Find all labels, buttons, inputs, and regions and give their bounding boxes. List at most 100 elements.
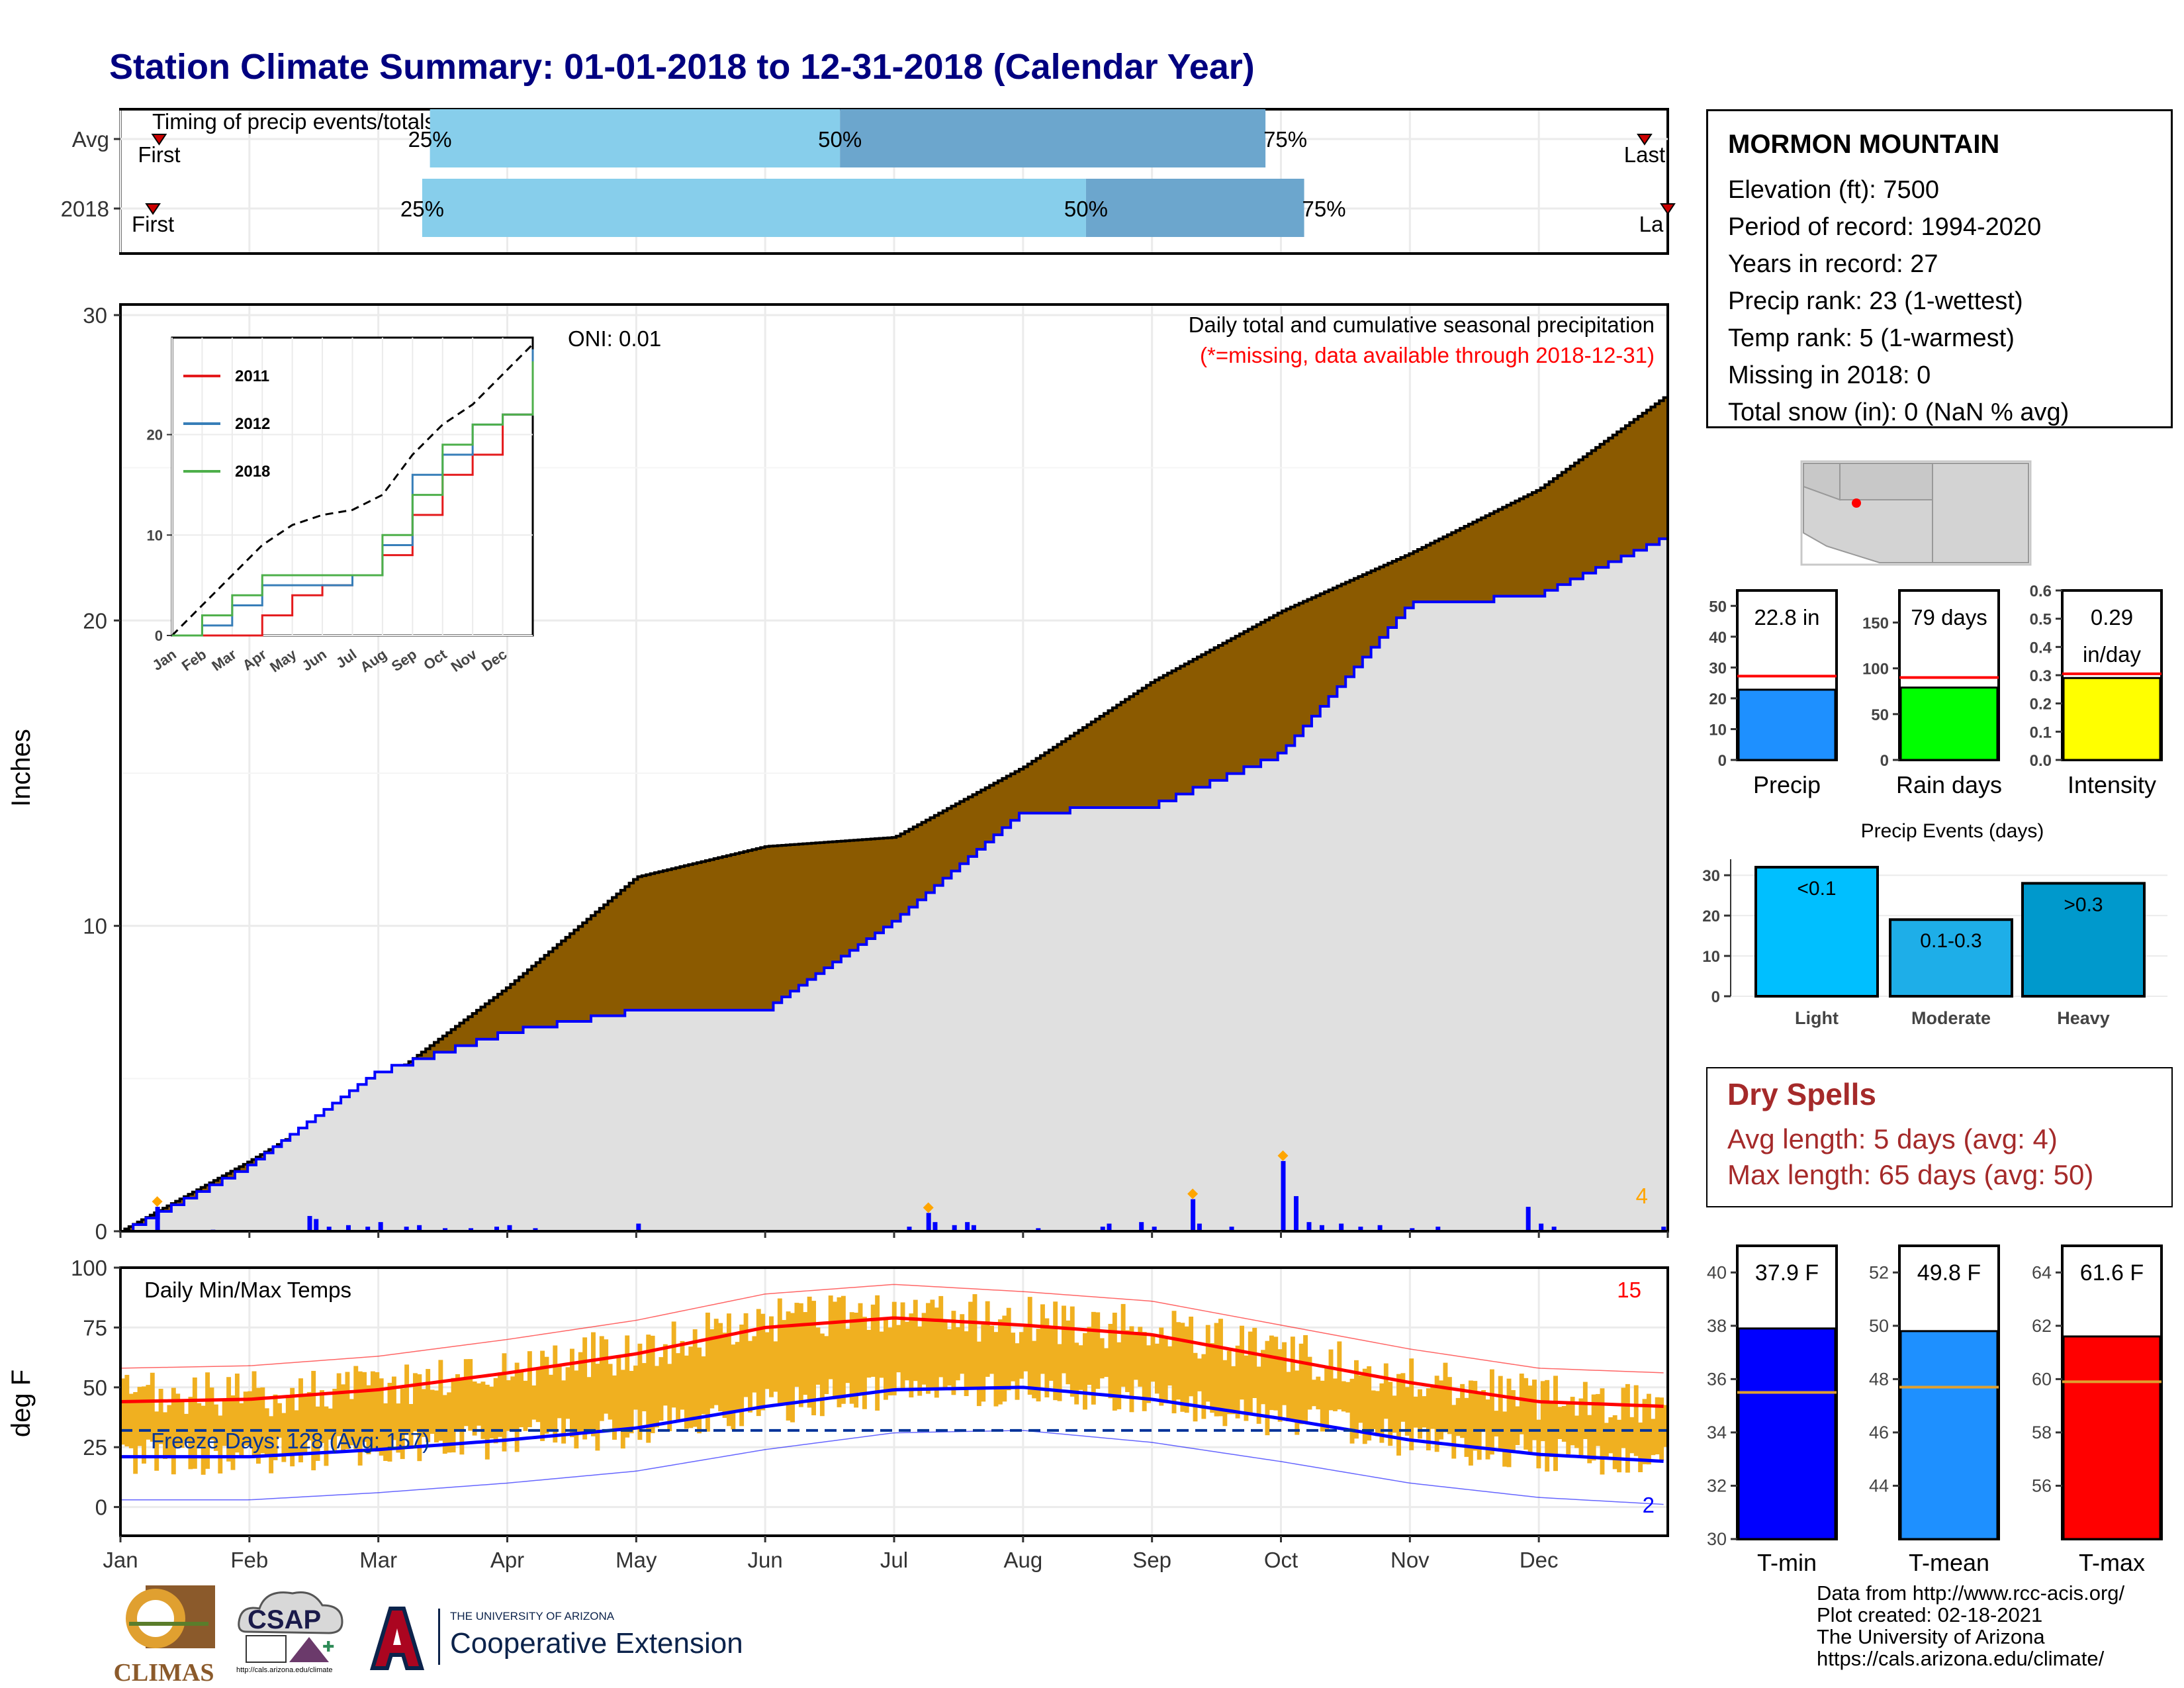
- gauge-tick-label: 62: [2032, 1316, 2052, 1336]
- temp-title: Daily Min/Max Temps: [144, 1278, 351, 1302]
- daily-temp-bar: [1261, 1350, 1265, 1405]
- daily-temp-bar: [302, 1394, 308, 1453]
- daily-temp-bar: [188, 1397, 193, 1470]
- gauge-tick-label: 0.5: [2030, 611, 2052, 629]
- daily-temp-bar: [1074, 1342, 1079, 1405]
- daily-precip-bar: [907, 1227, 912, 1231]
- gauge-tick-label: 60: [2032, 1369, 2052, 1389]
- daily-temp-bar: [662, 1344, 668, 1406]
- daily-temp-bar: [328, 1408, 333, 1440]
- daily-precip-bar: [417, 1225, 422, 1231]
- daily-precip-bar: [1339, 1223, 1344, 1231]
- gauge-tick-label: 50: [1869, 1316, 1889, 1336]
- temp-gauges: 30 32 34 36 38 40 37.9 F T-min 44 46 48 50 52 49.8 F T…: [1707, 1244, 2163, 1576]
- gauge-value-label: 49.8 F: [1917, 1260, 1981, 1286]
- gauge-tick-label: 0.0: [2030, 752, 2052, 770]
- daily-temp-bar: [290, 1387, 295, 1467]
- freeze-days-label: Freeze Days: 128 (Avg: 157): [151, 1429, 430, 1453]
- daily-temp-bar: [833, 1301, 838, 1399]
- daily-temp-bar: [1252, 1327, 1257, 1398]
- timing-p50-label: 50%: [1064, 197, 1108, 221]
- events-category-label: Light: [1795, 1008, 1839, 1028]
- daily-temp-bar: [1413, 1396, 1418, 1428]
- daily-precip-bar: [1197, 1223, 1202, 1231]
- max-precip-marker-icon: [1187, 1188, 1199, 1199]
- daily-precip-bar: [469, 1228, 474, 1231]
- precip-count-label: 4: [1636, 1184, 1648, 1208]
- timing-bar-50-75: [1085, 179, 1304, 237]
- credit-plot-created: Plot created: 02-18-2021: [1817, 1603, 2043, 1626]
- daily-temp-bar: [1057, 1344, 1062, 1401]
- daily-temp-bar: [1358, 1375, 1363, 1423]
- daily-precip-bar: [1661, 1227, 1666, 1231]
- gauge-tick-label: 38: [1707, 1316, 1727, 1336]
- daily-precip-bar: [1281, 1160, 1286, 1231]
- gauge-value-label-unit: in/day: [2083, 642, 2142, 667]
- daily-temp-bar: [1426, 1388, 1431, 1451]
- daily-temp-bar: [875, 1295, 880, 1411]
- daily-temp-bar: [171, 1387, 176, 1475]
- gauge-tick-label: 36: [1707, 1369, 1727, 1389]
- daily-temp-bar: [226, 1377, 232, 1462]
- daily-precip-bar: [1139, 1222, 1144, 1231]
- timing-last-marker-icon: [1637, 134, 1653, 146]
- daily-precip-bar: [1539, 1223, 1544, 1231]
- daily-temp-bar: [637, 1343, 643, 1440]
- daily-temp-bar: [1612, 1415, 1617, 1470]
- dry-max-length: Max length: 65 days (avg: 50): [1727, 1159, 2094, 1190]
- daily-temp-bar: [1663, 1405, 1668, 1447]
- climas-emblem-icon: [126, 1585, 215, 1648]
- gauge-value-bar: [2062, 1335, 2161, 1540]
- timing-panel: Timing of precip events/totals Avg 25% 50% 7…: [61, 108, 1676, 255]
- daily-temp-bar: [671, 1321, 676, 1408]
- daily-temp-bar: [201, 1405, 206, 1475]
- daily-temp-bar: [281, 1413, 287, 1462]
- daily-temp-bar: [1468, 1380, 1473, 1466]
- daily-temp-bar: [353, 1366, 359, 1449]
- daily-temp-bar: [786, 1311, 791, 1421]
- daily-temp-bar: [430, 1389, 435, 1434]
- precip-ytick-label: 30: [83, 303, 107, 328]
- daily-temp-bar: [133, 1391, 138, 1474]
- events-category-label: Heavy: [2057, 1008, 2110, 1028]
- daily-temp-bar: [366, 1385, 371, 1454]
- gauge-tick-label: 50: [1871, 706, 1889, 724]
- gauge-tick-label: 56: [2032, 1476, 2052, 1495]
- daily-temp-bar: [1138, 1327, 1143, 1387]
- events-ytick-label: 0: [1711, 988, 1720, 1006]
- daily-temp-bar: [523, 1380, 528, 1431]
- events-title: Precip Events (days): [1861, 820, 2044, 842]
- daily-temp-bar: [150, 1372, 155, 1442]
- temp-ytick-label: 75: [83, 1315, 107, 1340]
- daily-temp-bar: [858, 1303, 863, 1393]
- daily-temp-bar: [1116, 1342, 1122, 1409]
- daily-temp-bar: [798, 1303, 803, 1407]
- gauge-value-bar: [1899, 686, 1999, 761]
- daily-temp-bar: [349, 1399, 354, 1446]
- daily-temp-bar: [1154, 1343, 1160, 1394]
- daily-temp-bar: [1545, 1380, 1550, 1472]
- daily-temp-bar: [1388, 1382, 1393, 1446]
- daily-temp-bar: [743, 1313, 749, 1397]
- daily-temp-bar: [629, 1370, 634, 1434]
- daily-temp-bar: [298, 1378, 303, 1463]
- daily-temp-bar: [942, 1321, 948, 1389]
- month-axis-label: Dec: [1520, 1548, 1559, 1572]
- daily-temp-bar: [1345, 1382, 1351, 1413]
- daily-temp-bar: [1625, 1383, 1630, 1473]
- daily-temp-bar: [782, 1320, 787, 1405]
- daily-temp-bar: [442, 1395, 447, 1454]
- daily-temp-bar: [1409, 1358, 1414, 1450]
- daily-temp-bar: [604, 1339, 609, 1414]
- daily-temp-bar: [752, 1336, 757, 1393]
- events-bar: [2021, 882, 2146, 998]
- daily-temp-bar: [1171, 1311, 1177, 1414]
- daily-temp-bar: [1044, 1318, 1050, 1398]
- daily-temp-bar: [1621, 1387, 1626, 1448]
- daily-temp-bar: [709, 1329, 715, 1409]
- daily-temp-bar: [1451, 1405, 1457, 1459]
- daily-temp-bar: [1341, 1381, 1346, 1412]
- daily-temp-bar: [1371, 1390, 1376, 1429]
- daily-temp-bar: [320, 1390, 324, 1443]
- gauge-value-label: 61.6 F: [2080, 1260, 2144, 1286]
